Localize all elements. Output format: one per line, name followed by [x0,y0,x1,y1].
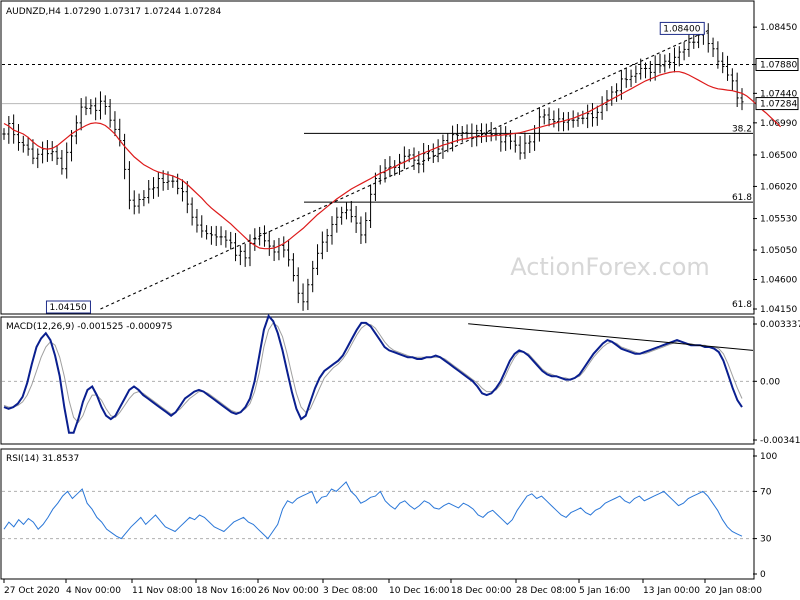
fibonacci-levels: 38.2 61.8 61.8 [304,124,753,310]
price-tick-label: 1.05530 [760,215,797,225]
price-tick-label: 1.04150 [760,305,797,315]
macd-divergence-line [468,323,754,351]
rsi-panel: 100 70 30 0 RSI(14) 31.8537 [0,448,777,580]
fib-level-label: 38.2 [732,124,752,134]
moving-average-line [3,71,782,250]
macd-line [3,314,743,434]
high-price-label: 1.08400 [663,24,700,34]
time-tick-label: 11 Nov 08:00 [132,586,193,596]
price-tick-label: 1.04600 [760,276,797,286]
fib-level-label: 61.8 [732,193,752,203]
high-price-box [659,21,705,35]
rsi-tick-label: 70 [760,487,772,497]
price-tick-label: 1.08450 [760,23,797,33]
price-panel-frame [0,0,755,315]
rsi-line [3,481,743,540]
rsi-axis: 100 70 30 0 [753,452,777,580]
time-tick-label: 10 Dec 16:00 [389,586,450,596]
price-tick-label: 1.07440 [760,89,797,99]
macd-panel: 0.003337 0.00 -0.003417 MACD(12,26,9) -0.0… [0,314,800,446]
time-tick-label: 13 Jan 00:00 [643,586,700,596]
time-tick-label: 28 Dec 08:00 [516,586,577,596]
macd-tick-label: 0.00 [760,377,780,387]
rsi-tick-label: 0 [760,570,766,580]
price-tick-label: 1.06500 [760,151,797,161]
time-tick-label: 18 Dec 00:00 [451,586,512,596]
price-axis: 1.08450 1.07880 1.07440 1.06990 1.06500 1.060… [753,23,797,315]
price-tick-label: 1.05050 [760,246,797,256]
resistance-price-label: 1.07880 [760,61,797,71]
rsi-levels [2,490,753,540]
time-tick-label: 18 Nov 16:00 [196,586,257,596]
time-tick-label: 20 Jan 08:00 [705,586,762,596]
price-panel: ActionForex.com 1.084501.078801.074401.0… [0,0,799,315]
fib-level-label: 61.8 [732,300,752,310]
time-tick-label: 4 Nov 00:00 [66,586,121,596]
macd-title: MACD(12,26,9) -0.001525 -0.000975 [6,322,172,332]
time-tick-label: 26 Nov 00:00 [258,586,319,596]
time-axis: 27 Oct 2020 4 Nov 00:00 11 Nov 08:00 18 Nov… [3,579,762,596]
time-tick-label: 3 Dec 08:00 [323,586,378,596]
macd-tick-label: -0.003417 [760,436,800,446]
macd-tick-label: 0.003337 [760,320,800,330]
rsi-panel-frame [0,448,755,580]
watermark: ActionForex.com [510,253,710,281]
time-tick-label: 5 Jan 16:00 [579,586,631,596]
low-price-label: 1.04150 [49,303,86,313]
price-title: AUDNZD,H4 1.07290 1.07317 1.07244 1.0728… [6,7,221,17]
rsi-tick-label: 100 [760,452,777,462]
rsi-tick-label: 30 [760,535,772,545]
time-tick-label: 27 Oct 2020 [4,586,60,596]
current-price-label: 1.07284 [760,100,797,110]
macd-axis: 0.003337 0.00 -0.003417 [753,320,800,446]
macd-signal-line [3,322,743,424]
current-price-box [755,97,799,111]
price-tick-label: 1.06990 [760,119,797,129]
price-tick-label: 1.06020 [760,182,797,192]
resistance-price-box [755,58,799,72]
low-price-box [45,300,91,314]
rsi-title: RSI(14) 31.8537 [6,454,79,464]
price-annotations: 1.07284 1.07880 1.08400 1.04150 [45,21,799,314]
